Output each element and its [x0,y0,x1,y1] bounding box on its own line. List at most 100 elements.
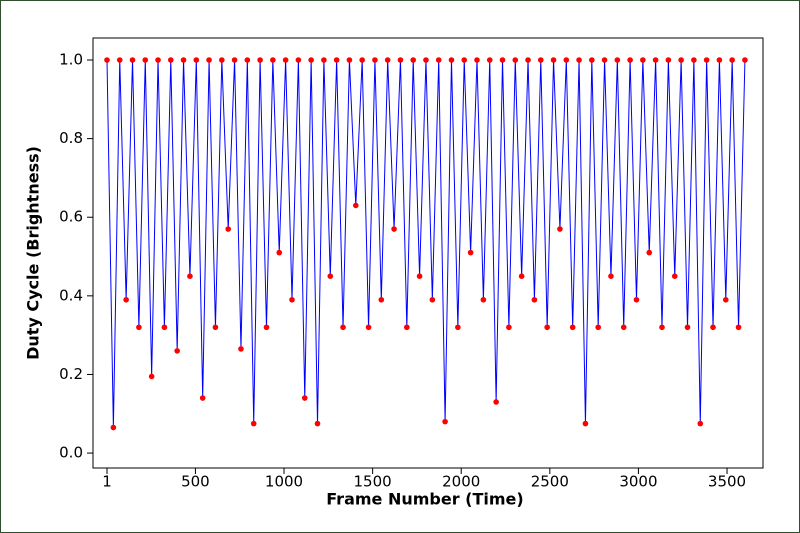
x-axis-label: Frame Number (Time) [326,490,523,509]
point [512,57,519,63]
point [646,249,653,256]
point [180,57,187,63]
point [416,273,423,279]
point [735,324,742,331]
point [282,57,289,63]
point [531,296,538,303]
point [557,226,563,232]
y-tick-label: 0.2 [59,365,83,383]
point [652,57,659,63]
point [365,324,372,331]
point [231,57,238,63]
point [442,418,448,425]
point [193,57,200,63]
point [601,57,608,63]
point [327,273,334,279]
point [244,57,251,63]
point [423,57,429,63]
point [518,273,525,279]
point [257,57,263,63]
point [308,57,314,63]
point [544,324,550,331]
y-tick-label: 1.0 [59,51,83,69]
point [729,57,735,63]
point [595,324,602,331]
point [410,57,417,63]
point [684,324,691,331]
point [480,296,487,303]
point [378,296,385,303]
point [352,202,359,209]
point [620,324,627,331]
point [174,348,180,354]
point [435,57,442,63]
point [314,420,321,427]
x-tick-label: 1 [102,473,112,491]
point [589,57,595,63]
point [550,57,557,63]
point [167,57,174,63]
point [372,57,378,63]
point [301,395,308,401]
x-tick-label: 500 [181,473,210,491]
point [659,324,665,331]
point [461,57,468,63]
point [665,57,672,63]
x-tick-label: 3000 [619,473,657,491]
point [238,346,244,352]
point [697,420,704,427]
point [608,273,614,279]
point [129,57,136,63]
point [627,57,633,63]
point [499,57,506,63]
y-tick-label: 0.6 [59,208,83,226]
point [703,57,710,63]
point [263,324,270,331]
y-tick-label: 0.0 [59,444,83,462]
point [136,324,142,331]
point [582,420,589,427]
point [289,296,295,303]
point [493,399,499,405]
point [467,249,474,256]
point [614,57,621,63]
point [110,424,117,431]
point [448,57,455,63]
point [155,57,161,63]
plot-frame [92,37,764,469]
point [742,57,748,63]
point [640,57,646,63]
y-tick-label: 0.4 [59,286,83,304]
point [321,57,327,63]
point [116,57,123,63]
point [359,57,365,63]
point [250,420,257,427]
point [506,324,512,331]
x-tick-label: 2500 [531,473,569,491]
point [333,57,340,63]
point [219,57,225,63]
point [633,296,640,303]
point [340,324,346,331]
point [537,57,544,63]
y-tick-label: 0.8 [59,129,83,147]
point [576,57,582,63]
point [148,373,155,380]
point [569,324,576,331]
point [187,273,193,279]
x-tick-label: 1500 [354,473,392,491]
point [295,57,302,63]
x-tick-label: 3500 [708,473,746,491]
point [716,57,723,63]
point [397,57,404,63]
point [270,57,276,63]
x-tick-label: 2000 [442,473,480,491]
point [710,324,716,331]
point [161,324,168,331]
point [691,57,697,63]
point [404,324,410,331]
x-tick-label: 1000 [265,473,303,491]
point [671,273,678,279]
y-axis-label: Duty Cycle (Brightness) [24,146,43,360]
